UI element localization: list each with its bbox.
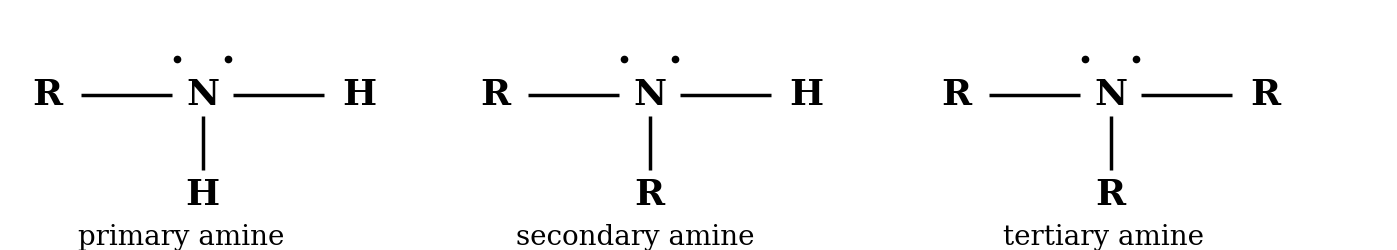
Text: secondary amine: secondary amine xyxy=(517,224,754,250)
Text: R: R xyxy=(1250,78,1281,112)
Text: R: R xyxy=(634,178,665,212)
Text: H: H xyxy=(342,78,376,112)
Text: N: N xyxy=(1094,78,1127,112)
Text: R: R xyxy=(1095,178,1126,212)
Text: N: N xyxy=(633,78,666,112)
Text: R: R xyxy=(32,78,63,112)
Text: H: H xyxy=(186,178,219,212)
Text: tertiary amine: tertiary amine xyxy=(1003,224,1204,250)
Text: N: N xyxy=(186,78,219,112)
Text: R: R xyxy=(479,78,510,112)
Text: H: H xyxy=(789,78,823,112)
Text: R: R xyxy=(940,78,971,112)
Text: primary amine: primary amine xyxy=(78,224,285,250)
